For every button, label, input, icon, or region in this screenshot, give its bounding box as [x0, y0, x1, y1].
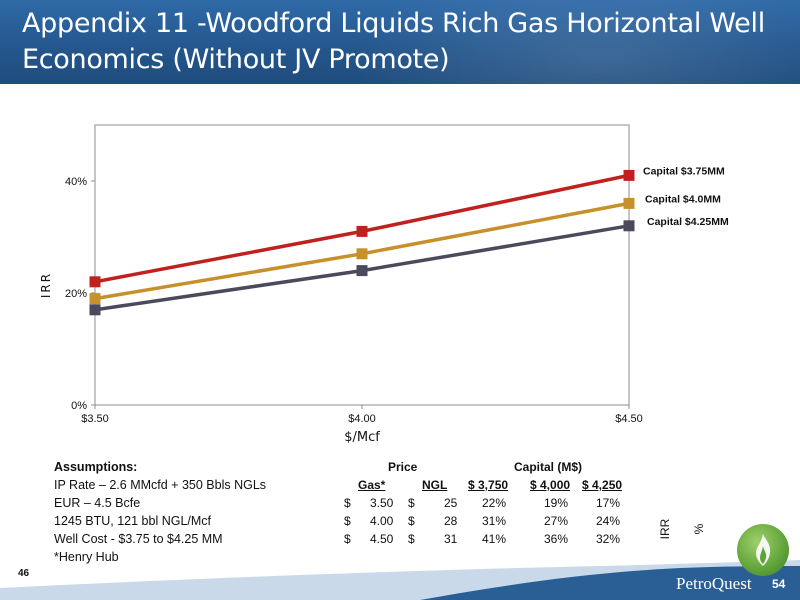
table-cell: 19% [544, 496, 569, 510]
series-label: Capital $3.75MM [643, 165, 725, 177]
flame-icon [756, 534, 771, 566]
col-ngl-header: NGL [422, 478, 448, 492]
data-point [356, 248, 368, 260]
data-point [623, 169, 635, 181]
assumption-line: *Henry Hub [54, 550, 119, 564]
x-tick-label: $4.50 [615, 413, 643, 425]
y-tick-label: 20% [65, 288, 87, 300]
petroquest-logo-text: PetroQuest [676, 574, 752, 593]
data-point [89, 293, 101, 305]
data-point [356, 265, 368, 277]
table-cell: 27% [544, 514, 569, 528]
assumptions-block: Assumptions: IP Rate – 2.6 MMcfd + 350 B… [54, 458, 266, 566]
series-label: Capital $4.25MM [647, 216, 729, 228]
table-cell: $ [344, 532, 351, 546]
table-cell: 36% [544, 532, 569, 546]
page-title: Appendix 11 -Woodford Liquids Rich Gas H… [22, 8, 765, 75]
table-cell: $ [344, 496, 351, 510]
assumption-line: 1245 BTU, 121 bbl NGL/Mcf [54, 514, 212, 528]
y-axis-label: IRR [39, 272, 53, 298]
col-capital-4000-header: $ 4,000 [530, 478, 571, 492]
table-cell: 41% [482, 532, 507, 546]
assumptions-header: Assumptions: [54, 460, 138, 474]
x-tick-label: $4.00 [348, 413, 376, 425]
page-number: 54 [772, 577, 786, 591]
table-cell: $ [408, 496, 415, 510]
data-point [89, 276, 101, 288]
table-cell: 4.50 [370, 532, 394, 546]
table-cell: 28 [444, 514, 458, 528]
col-gas-header: Gas* [358, 478, 386, 492]
assumption-line: IP Rate – 2.6 MMcfd + 350 Bbls NGLs [54, 478, 267, 492]
table-cell: $ [408, 532, 415, 546]
series-label: Capital $4.0MM [645, 193, 721, 205]
assumption-line: EUR – 4.5 Bcfe [54, 496, 141, 510]
irr-percent-label: IRR % [658, 518, 706, 540]
table-cell: 17% [596, 496, 621, 510]
x-tick-label: $3.50 [81, 413, 109, 425]
table-cell: 31 [444, 532, 458, 546]
table-cell: 24% [596, 514, 621, 528]
data-point [89, 304, 101, 316]
table-cell: 32% [596, 532, 621, 546]
y-tick-label: 0% [71, 400, 87, 412]
price-header: Price [388, 460, 418, 474]
table-cell: 3.50 [370, 496, 394, 510]
y-tick-label: 40% [65, 176, 87, 188]
table-cell: $ [408, 514, 415, 528]
footer-swoosh [0, 560, 800, 600]
slide-number: 46 [18, 568, 30, 579]
capital-header: Capital (M$) [514, 460, 583, 474]
col-capital-4250-header: $ 4,250 [582, 478, 623, 492]
table-cell: 31% [482, 514, 507, 528]
x-axis-label: $/Mcf [344, 430, 380, 445]
irr-line-chart: 0% 20% 40% $3.50 $4.00 $4.50 $/Mcf IRR Capital … [39, 124, 729, 445]
title-banner: Appendix 11 -Woodford Liquids Rich Gas H… [0, 0, 800, 84]
table-cell: 4.00 [370, 514, 394, 528]
table-cell: 22% [482, 496, 507, 510]
table-cell: 25 [444, 496, 458, 510]
data-point [623, 197, 635, 209]
data-point [623, 220, 635, 232]
table-cell: $ [344, 514, 351, 528]
assumption-line: Well Cost - $3.75 to $4.25 MM [54, 532, 223, 546]
col-capital-3750-header: $ 3,750 [468, 478, 509, 492]
data-point [356, 225, 368, 237]
